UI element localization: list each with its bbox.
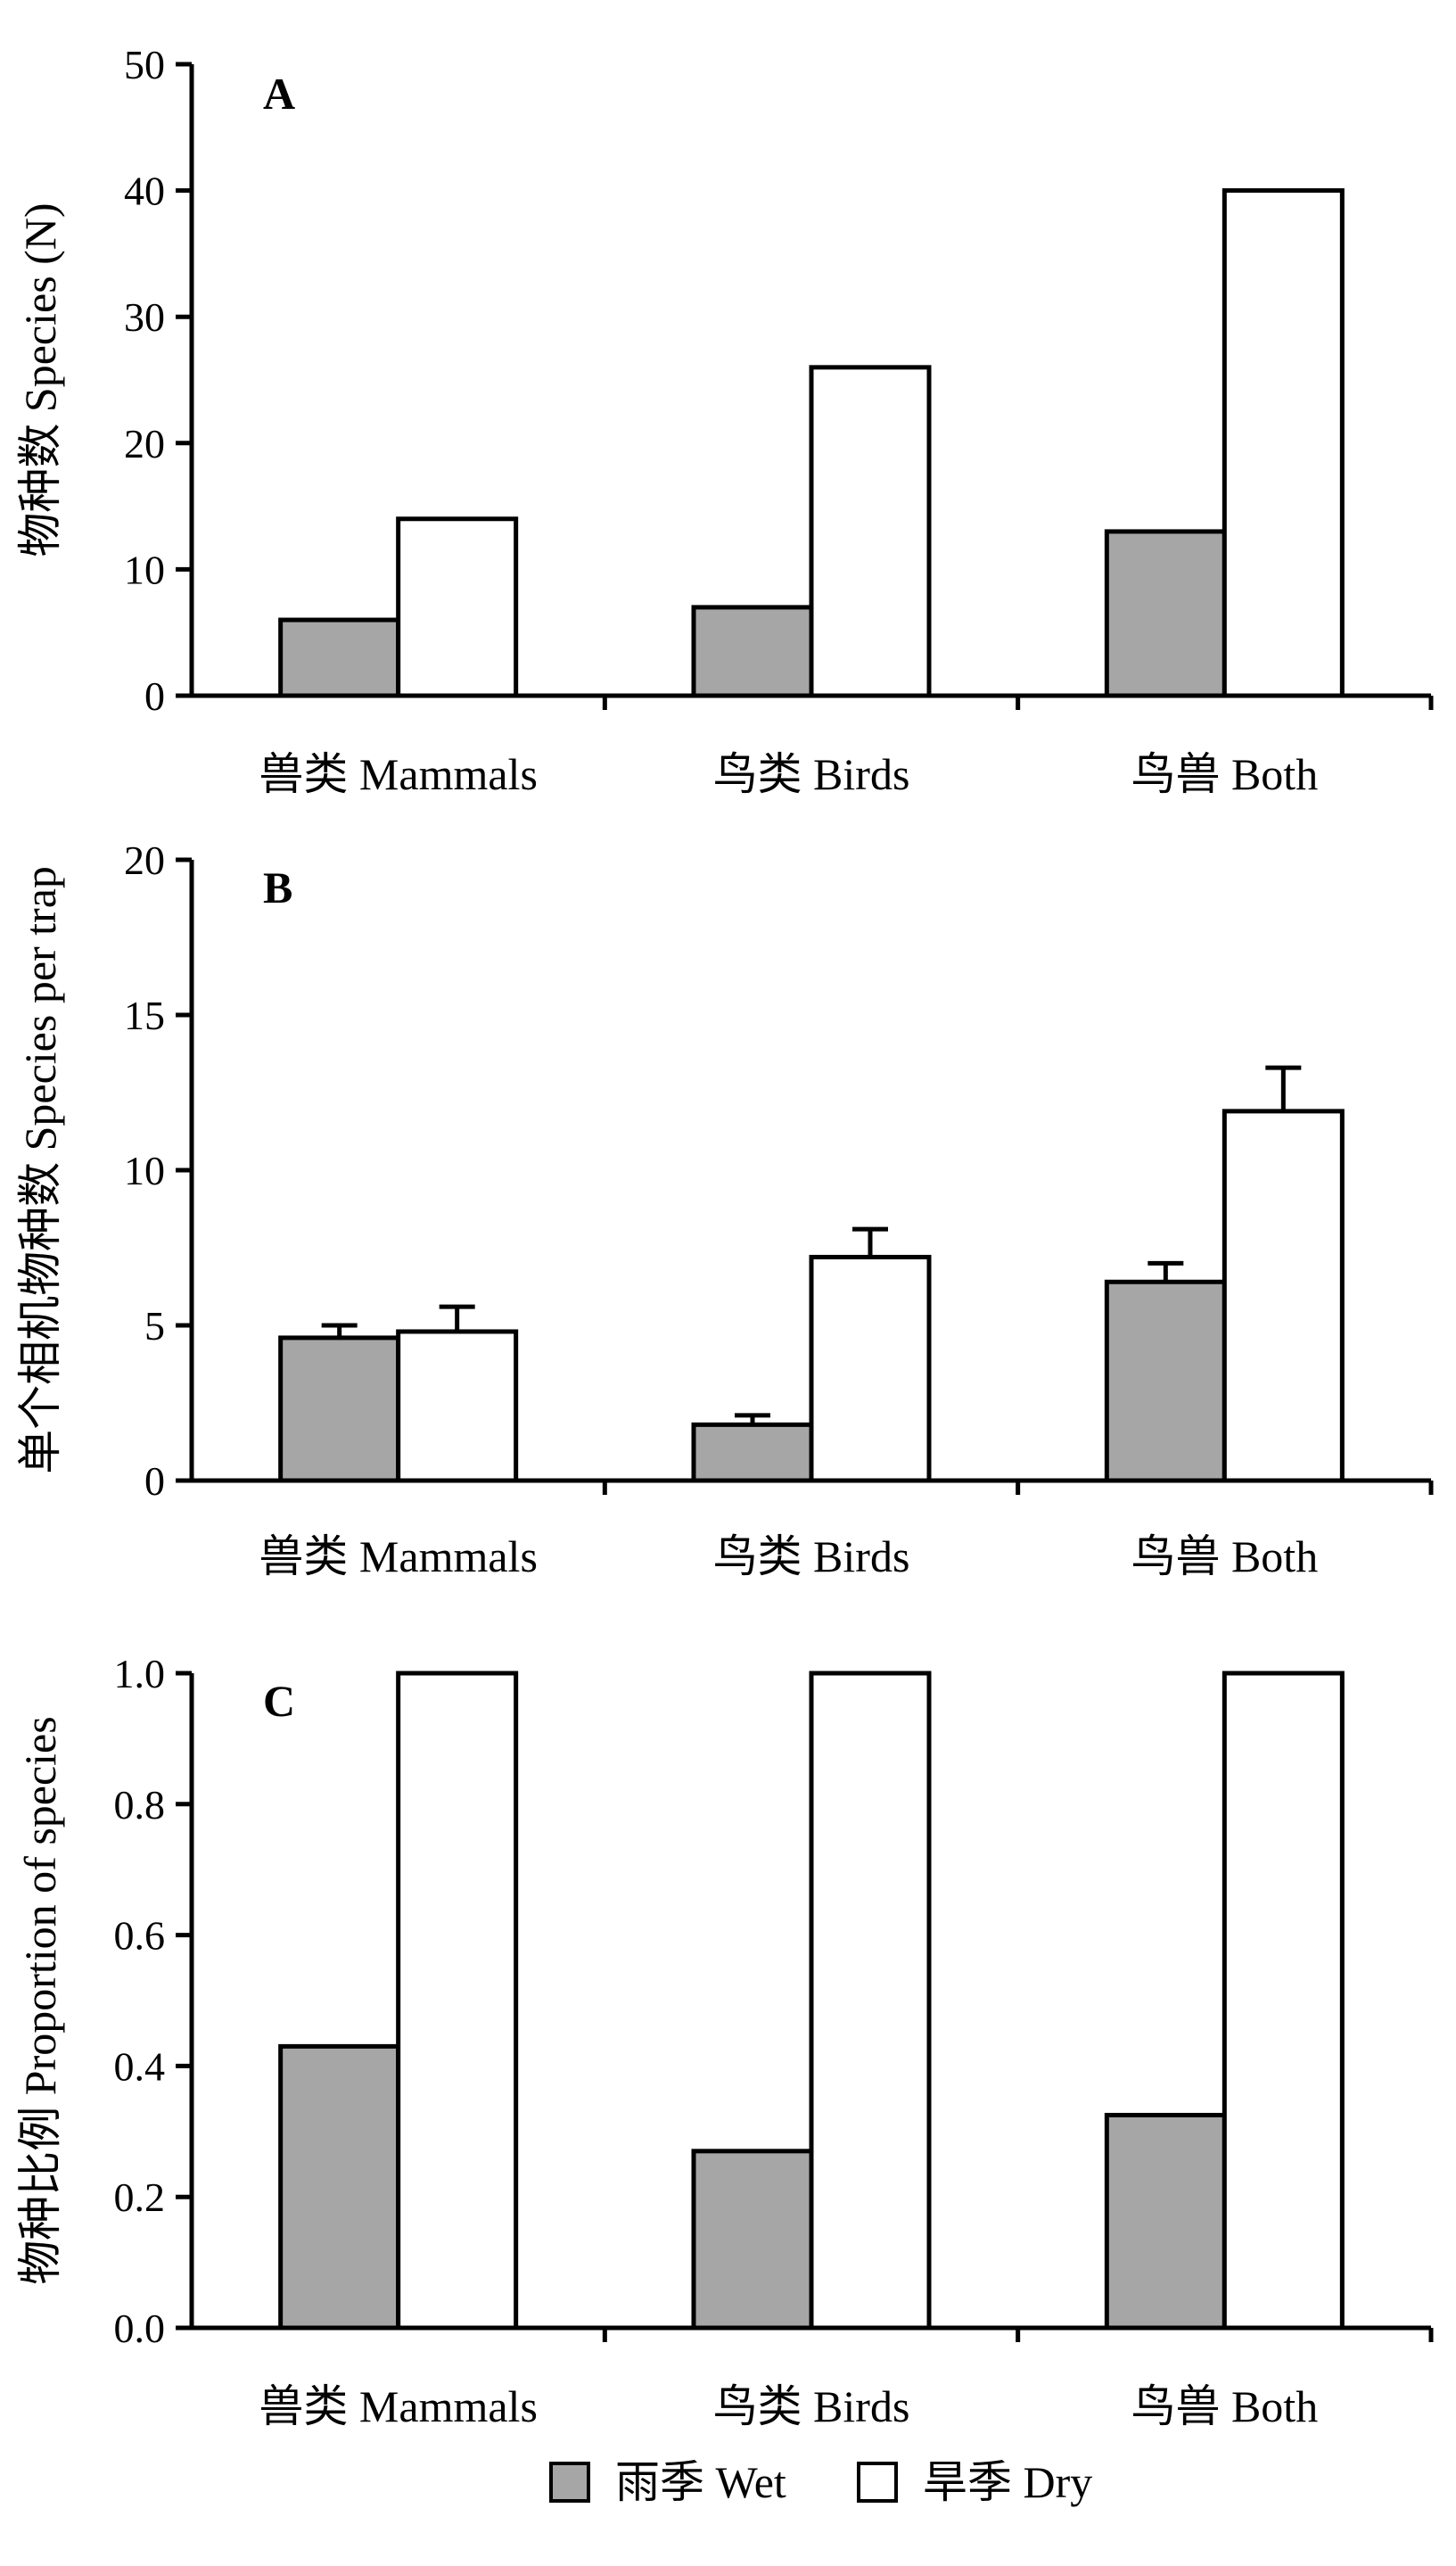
y-tick-label: 40 (124, 169, 165, 214)
legend-label-dry: 旱季 Dry (923, 2457, 1092, 2507)
y-axis-title: 物种数 Species (N) (15, 202, 65, 557)
bar-wet-3 (1104, 529, 1227, 698)
bar-wet-2 (691, 2149, 814, 2331)
y-tick-label: 10 (124, 547, 165, 592)
category-label: 鸟类 Birds (713, 749, 910, 799)
legend-swatch-dry (857, 2462, 898, 2503)
bar-dry-3 (1222, 1671, 1345, 2331)
bar-dry-1 (396, 516, 519, 698)
category-label: 兽类 Mammals (259, 749, 537, 799)
y-tick-label: 0.6 (114, 1913, 166, 1959)
y-tick-label: 30 (124, 294, 165, 340)
y-axis-title: 单个相机物种数 Species per trap (15, 866, 65, 1474)
bar-dry-3 (1222, 188, 1345, 698)
panel-letter: C (263, 1676, 295, 1726)
category-label: 鸟类 Birds (713, 1531, 910, 1581)
bar-wet-3 (1104, 2112, 1227, 2331)
bar-dry-1 (396, 1329, 519, 1483)
bar-dry-1 (396, 1671, 519, 2331)
y-tick-label: 0.8 (114, 1782, 166, 1828)
y-tick-label: 20 (124, 837, 165, 883)
panel-c: 兽类 Mammals 鸟类 Birds 鸟兽 Both 0.0 0.2 0.4 0.6 0.8… (15, 1651, 1434, 2431)
bar-wet-1 (278, 1335, 401, 1483)
y-axis-title: 物种比例 Proportion of species (15, 1716, 65, 2284)
bar-wet-3 (1104, 1279, 1227, 1483)
category-label: 兽类 Mammals (259, 1531, 537, 1581)
category-label: 鸟兽 Both (1131, 1531, 1318, 1581)
panel-b: 兽类 Mammals 鸟类 Birds 鸟兽 Both 0 5 10 15 20 单个相机物种数… (15, 837, 1434, 1581)
y-tick-label: 0.4 (114, 2043, 166, 2089)
y-tick-label: 0.0 (114, 2306, 166, 2351)
bar-wet-1 (278, 2043, 401, 2331)
bar-dry-2 (809, 1671, 932, 2331)
y-tick-label: 0 (144, 673, 165, 719)
bar-dry-2 (809, 1254, 932, 1483)
category-label: 鸟类 Birds (713, 2381, 910, 2431)
y-tick-label: 5 (144, 1303, 165, 1349)
y-tick-label: 20 (124, 421, 165, 466)
y-tick-label: 0.2 (114, 2174, 166, 2220)
panel-a: 兽类 Mammals 鸟类 Birds 鸟兽 Both 0 10 20 30 40 50 物种数 … (15, 42, 1434, 799)
y-tick-label: 15 (124, 993, 165, 1038)
bar-dry-2 (809, 365, 932, 698)
bar-wet-1 (278, 617, 401, 698)
bar-dry-3 (1222, 1109, 1345, 1483)
category-label: 兽类 Mammals (259, 2381, 537, 2431)
y-tick-label: 50 (124, 42, 165, 87)
y-tick-label: 10 (124, 1148, 165, 1193)
panel-letter: B (263, 862, 292, 912)
y-tick-label: 0 (144, 1458, 165, 1504)
panel-letter: A (263, 69, 295, 119)
bar-wet-2 (691, 605, 814, 698)
y-tick-label: 1.0 (114, 1651, 166, 1696)
bar-wet-2 (691, 1422, 814, 1483)
category-label: 鸟兽 Both (1131, 749, 1318, 799)
legend-label-wet: 雨季 Wet (615, 2457, 786, 2507)
legend: 雨季 Wet 旱季 Dry (549, 2457, 1092, 2507)
category-label: 鸟兽 Both (1131, 2381, 1318, 2431)
legend-swatch-wet (549, 2462, 590, 2503)
